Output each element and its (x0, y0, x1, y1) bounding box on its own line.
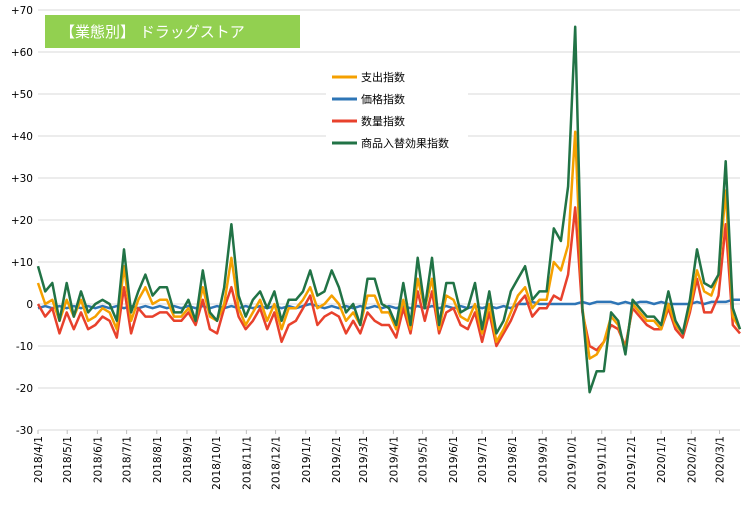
series-lines (36, 25, 742, 394)
legend-label: 支出指数 (361, 70, 405, 84)
y-tick-label: -20 (16, 383, 33, 395)
legend-label: 価格指数 (361, 92, 405, 106)
chart-title-background (45, 15, 300, 48)
x-tick-label: 2018/8/1 (152, 436, 164, 483)
legend-label: 数量指数 (361, 114, 405, 128)
y-tick-label: +30 (11, 173, 33, 185)
x-tick-label: 2019/7/1 (477, 436, 489, 483)
x-tick-label: 2019/4/1 (388, 436, 400, 483)
x-tick-label: 2020/2/1 (686, 436, 698, 483)
chart-title-box: 【業態別】 ドラッグストア (45, 15, 300, 48)
y-tick-label: 0 (26, 299, 33, 311)
y-tick-labels: +70 +60 +50 +40 +30 +20 +10 0 -10 -20 -30 (11, 5, 33, 437)
x-tick-label: 2019/2/1 (331, 436, 343, 483)
x-tick-label: 2018/10/1 (211, 436, 223, 490)
x-tick-label: 2019/8/1 (507, 436, 519, 483)
legend-background (326, 62, 468, 162)
y-tick-label: +20 (11, 215, 33, 227)
x-tick-label: 2018/6/1 (92, 436, 104, 483)
x-tick-label: 2018/11/1 (241, 436, 253, 490)
y-tick-label: +70 (11, 5, 33, 17)
y-tick-label: +50 (11, 89, 33, 101)
y-tick-label: +40 (11, 131, 33, 143)
x-tick-label: 2019/5/1 (418, 436, 430, 483)
x-tick-label: 2020/3/1 (715, 436, 727, 483)
x-tick-label: 2019/6/1 (448, 436, 460, 483)
y-tick-label: -30 (16, 425, 33, 437)
x-tick-label: 2019/12/1 (626, 436, 638, 490)
series-line (36, 25, 742, 394)
x-tick-label: 2019/10/1 (567, 436, 579, 490)
x-tick-label: 2018/5/1 (62, 436, 74, 483)
x-tick-label: 2018/9/1 (182, 436, 194, 483)
x-tick-label: 2018/12/1 (271, 436, 283, 490)
chart-title: 【業態別】 ドラッグストア (60, 23, 245, 41)
x-tick-label: 2019/1/1 (301, 436, 313, 483)
x-tick-label: 2019/9/1 (537, 436, 549, 483)
x-tick-label: 2020/1/1 (656, 436, 668, 483)
x-tick-label: 2018/7/1 (122, 436, 134, 483)
legend-label: 商品入替効果指数 (361, 136, 449, 150)
y-tick-label: +60 (11, 47, 33, 59)
series-line (37, 298, 740, 310)
x-tick-labels: 2018/4/1 2018/5/1 2018/6/1 2018/7/1 2018/8/1… (33, 430, 727, 490)
x-tick-label: 2018/4/1 (33, 436, 45, 483)
y-tick-label: +10 (11, 257, 33, 269)
y-tick-label: -10 (16, 341, 33, 353)
x-tick-label: 2019/3/1 (358, 436, 370, 483)
x-tick-label: 2019/11/1 (597, 436, 609, 490)
